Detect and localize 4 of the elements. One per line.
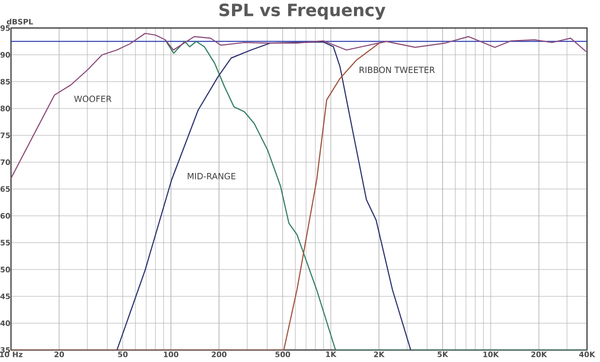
- annotation: WOOFER: [74, 96, 112, 102]
- chart-title: SPL vs Frequency: [220, 4, 386, 20]
- annotation: RIBBON TWEETER: [360, 66, 435, 74]
- annotation: MID-RANGE: [188, 172, 236, 180]
